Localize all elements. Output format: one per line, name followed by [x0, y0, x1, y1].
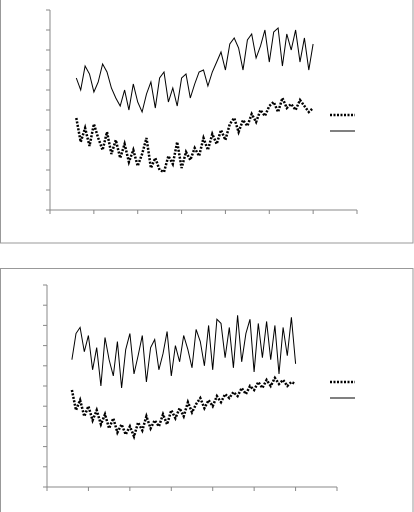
chart-frame — [0, 0, 414, 244]
series-line — [70, 375, 297, 441]
series-line — [75, 94, 314, 174]
series-line — [75, 26, 314, 114]
series-line — [71, 315, 297, 389]
chart-frame — [0, 268, 414, 512]
